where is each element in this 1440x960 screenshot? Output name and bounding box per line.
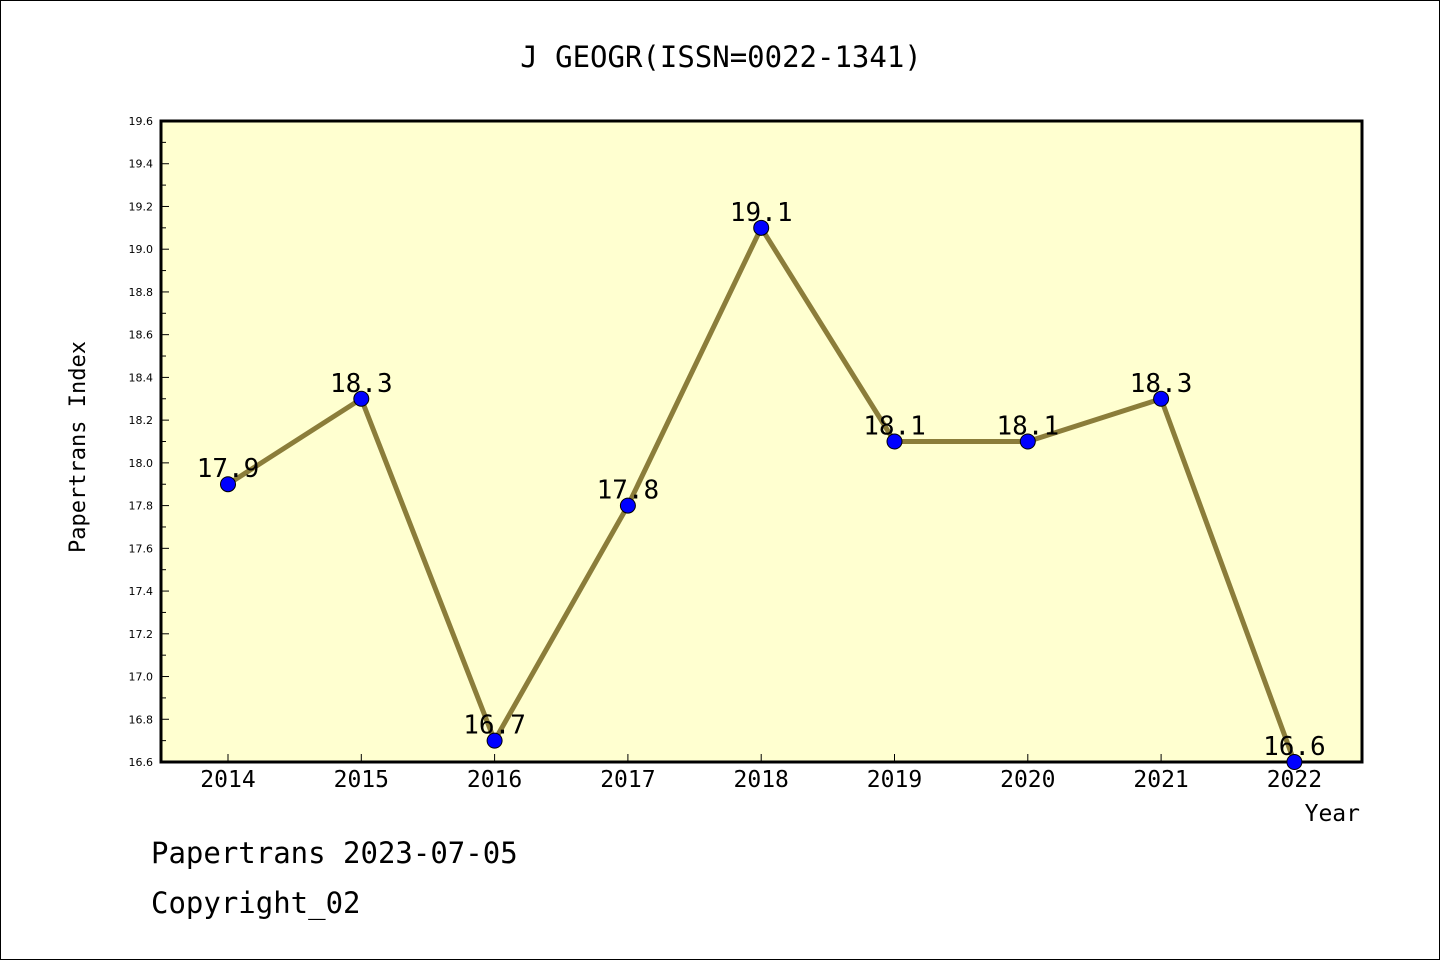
y-tick-label: 17.6 [129, 542, 154, 555]
y-tick-label: 17.8 [129, 500, 154, 513]
y-tick-label: 18.0 [129, 457, 154, 470]
footer-date: Papertrans 2023-07-05 [151, 836, 518, 870]
data-point [886, 433, 903, 450]
data-point [619, 497, 636, 514]
x-tick-label: 2020 [1000, 767, 1055, 793]
data-point [486, 732, 503, 749]
data-point [353, 390, 370, 407]
y-tick-label: 18.6 [129, 329, 154, 342]
y-tick-label: 18.2 [129, 414, 154, 427]
data-label: 18.1 [863, 412, 926, 442]
x-tick-label: 2014 [200, 767, 255, 793]
x-axis: 2014 2015 2016 2017 2018 2019 2020 2021 2022 [200, 754, 1322, 793]
x-tick-label: 2015 [334, 767, 389, 793]
data-label: 19.1 [730, 198, 793, 228]
y-tick-label: 19.6 [129, 115, 154, 128]
y-tick-label: 16.8 [129, 713, 154, 726]
x-tick-label: 2021 [1133, 767, 1188, 793]
y-axis-label: Papertrans Index [66, 341, 91, 553]
data-point [1019, 433, 1036, 450]
data-point [220, 476, 236, 493]
y-tick-label: 18.4 [129, 371, 154, 384]
x-tick-label: 2019 [867, 767, 922, 793]
data-point [1153, 390, 1170, 407]
data-point [753, 219, 770, 236]
y-tick-label: 19.2 [129, 200, 154, 213]
y-tick-label: 19.0 [129, 243, 154, 256]
y-axis: 16.6 16.8 17.0 17.2 17.4 17.6 17.8 18.0 18.2 18.4… [129, 115, 169, 769]
data-label: 16.7 [463, 711, 526, 741]
y-tick-label: 16.6 [129, 756, 154, 769]
data-label: 18.3 [1130, 369, 1193, 399]
x-tick-label: 2017 [600, 767, 655, 793]
y-tick-label: 17.2 [129, 628, 154, 641]
y-tick-label: 17.4 [129, 585, 154, 598]
series-group: 17.9 18.3 16.7 17.8 19.1 18.1 18.1 18.3 16.6 [197, 198, 1326, 770]
x-tick-label: 2016 [467, 767, 522, 793]
data-label: 18.1 [996, 412, 1059, 442]
chart-title: J GEOGR(ISSN=0022-1341) [520, 40, 922, 74]
data-label: 17.8 [597, 476, 660, 506]
footer-copyright: Copyright_02 [151, 886, 361, 920]
y-tick-label: 17.0 [129, 671, 154, 684]
y-tick-label: 19.4 [129, 158, 154, 171]
data-label: 16.6 [1263, 732, 1326, 762]
y-tick-label: 18.8 [129, 286, 154, 299]
data-label: 17.9 [197, 454, 260, 484]
x-axis-label: Year [1305, 801, 1360, 827]
x-tick-label: 2022 [1267, 767, 1322, 793]
data-label: 18.3 [330, 369, 393, 399]
x-tick-label: 2018 [734, 767, 789, 793]
data-point [1286, 754, 1303, 770]
